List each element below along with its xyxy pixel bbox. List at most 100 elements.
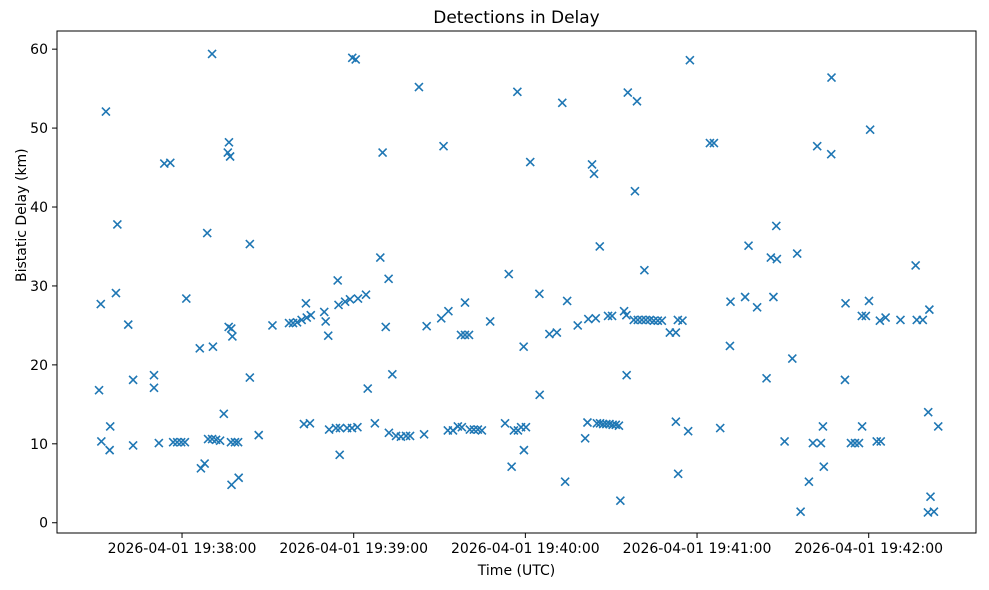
scatter-point (128, 440, 138, 450)
scatter-point (414, 82, 424, 92)
scatter-point (226, 324, 236, 334)
scatter-point (818, 421, 828, 432)
scatter-point (323, 331, 333, 341)
scatter-point (560, 477, 570, 487)
scatter-point (477, 425, 487, 435)
scatter-point (128, 375, 138, 385)
scatter-point (519, 445, 529, 455)
scatter-point (854, 438, 864, 448)
scatter-point (562, 296, 572, 306)
y-tick-label: 60 (30, 42, 48, 58)
scatter-point (872, 436, 882, 447)
scatter-point (850, 438, 860, 448)
y-tick-label: 10 (30, 437, 48, 453)
scatter-point (500, 418, 510, 428)
scatter-point (384, 428, 394, 438)
scatter-point (552, 327, 562, 338)
scatter-point (94, 385, 104, 395)
scatter-point (740, 292, 750, 302)
scatter-point (629, 315, 639, 325)
scatter-point (639, 265, 649, 275)
scatter-point (752, 302, 762, 312)
scatter-point (557, 98, 567, 108)
scatter-point (535, 390, 545, 400)
scatter-point (419, 429, 429, 439)
scatter-point (226, 437, 236, 447)
scatter-point (857, 421, 867, 432)
scatter-point (297, 315, 307, 325)
scatter-point (469, 425, 479, 435)
scatter-point (203, 434, 213, 444)
scatter-point (351, 54, 361, 64)
scatter-point (340, 297, 350, 307)
scatter-point (378, 147, 388, 158)
scatter-point (457, 422, 467, 432)
scatter-point (743, 241, 754, 251)
scatter-point (772, 254, 782, 264)
scatter-point (709, 138, 719, 148)
scatter-point (207, 49, 217, 59)
scatter-point (671, 417, 681, 427)
scatter-point (614, 421, 624, 431)
scatter-point (292, 317, 302, 327)
scatter-point (632, 96, 642, 106)
scatter-point (677, 316, 688, 326)
scatter-point (105, 445, 115, 455)
scatter-point (331, 423, 341, 433)
scatter-point (876, 436, 886, 447)
scatter-point (335, 423, 345, 433)
scatter-point (607, 311, 617, 321)
scatter-point (657, 316, 667, 326)
scatter-point (591, 313, 601, 323)
scatter-point (587, 159, 597, 169)
scatter-point (649, 316, 659, 326)
scatter-point (808, 438, 818, 448)
scatter-point (245, 372, 255, 383)
scatter-point (582, 417, 593, 428)
scatter-point (673, 469, 683, 479)
scatter-point (796, 507, 806, 517)
scatter-point (929, 507, 939, 517)
scatter-point (96, 436, 106, 447)
scatter-point (826, 149, 836, 159)
scatter-point (202, 228, 212, 238)
scatter-point (233, 437, 243, 447)
x-tick-label: 2026-04-01 19:41:00 (623, 541, 772, 557)
scatter-point (361, 290, 371, 300)
scatter-point (826, 73, 837, 83)
scatter-point (705, 138, 715, 148)
scatter-point (534, 289, 544, 299)
scatter-point (621, 310, 631, 320)
scatter-point (443, 306, 453, 316)
scatter-point (583, 314, 593, 324)
scatter-point (172, 437, 182, 447)
scatter-point (504, 269, 514, 279)
scatter-point (933, 421, 943, 432)
scatter-point (792, 249, 802, 259)
scatter-point (305, 418, 315, 428)
scatter-point (840, 375, 850, 385)
scatter-point (234, 473, 244, 483)
y-tick-label: 20 (30, 358, 48, 374)
scatter-point (353, 294, 363, 304)
scatter-point (595, 241, 605, 252)
scatter-point (633, 315, 643, 325)
scatter-point (208, 342, 218, 352)
scatter-point (324, 425, 334, 435)
scatter-point (284, 318, 294, 328)
scatter-point (227, 331, 237, 342)
scatter-point (333, 275, 343, 285)
scatter-point (685, 55, 695, 65)
x-tick-label: 2026-04-01 19:39:00 (279, 541, 428, 557)
scatter-point (923, 407, 933, 417)
scatter-point (771, 221, 781, 231)
scatter-point (464, 330, 474, 340)
scatter-point (335, 450, 345, 460)
scatter-point (123, 320, 133, 330)
scatter-point (544, 329, 554, 339)
scatter-point (573, 320, 583, 330)
scatter-point (375, 252, 385, 263)
scatter-point (105, 421, 115, 432)
y-tick-label: 40 (30, 200, 48, 216)
